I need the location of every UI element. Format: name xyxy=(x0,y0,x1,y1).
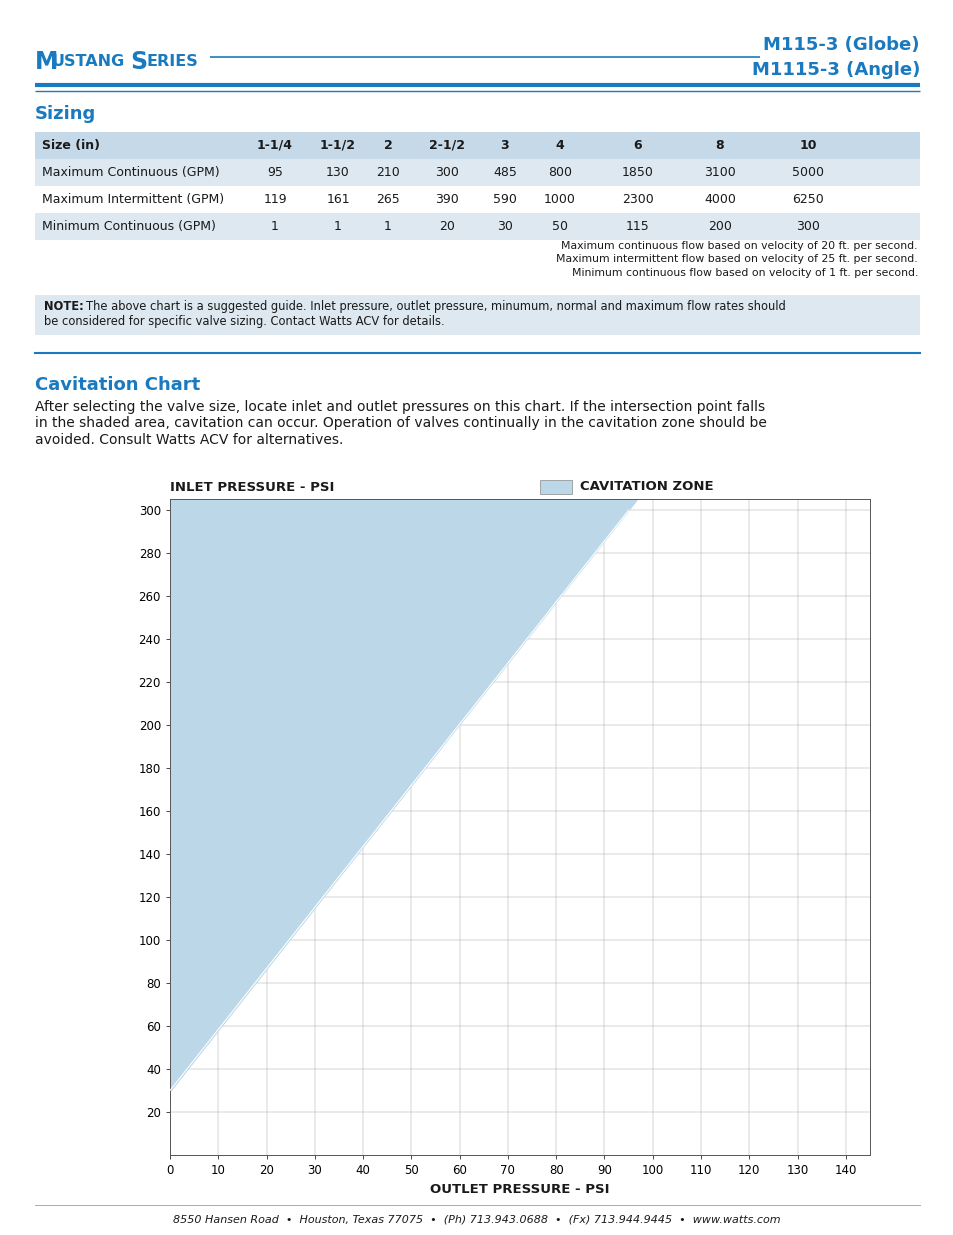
Text: 2300: 2300 xyxy=(621,193,653,206)
Text: Size (in): Size (in) xyxy=(42,140,100,152)
Text: 2: 2 xyxy=(383,140,392,152)
Text: USTANG: USTANG xyxy=(52,54,125,69)
Text: 3: 3 xyxy=(500,140,509,152)
Text: M: M xyxy=(35,49,58,74)
Text: Maximum Intermittent (GPM): Maximum Intermittent (GPM) xyxy=(42,193,224,206)
Text: 1: 1 xyxy=(334,220,341,233)
Text: Maximum intermittent flow based on velocity of 25 ft. per second.: Maximum intermittent flow based on veloc… xyxy=(556,254,917,264)
Text: M115-3 (Globe): M115-3 (Globe) xyxy=(762,36,919,54)
Text: 1000: 1000 xyxy=(543,193,576,206)
Text: 10: 10 xyxy=(799,140,816,152)
Text: CAVITATION ZONE: CAVITATION ZONE xyxy=(579,480,713,493)
Text: 265: 265 xyxy=(375,193,399,206)
Text: avoided. Consult Watts ACV for alternatives.: avoided. Consult Watts ACV for alternati… xyxy=(35,433,343,447)
Text: 5000: 5000 xyxy=(791,165,823,179)
Bar xyxy=(35,132,919,159)
Text: Maximum Continuous (GPM): Maximum Continuous (GPM) xyxy=(42,165,219,179)
Bar xyxy=(35,294,919,335)
Text: 161: 161 xyxy=(326,193,350,206)
Bar xyxy=(35,159,919,186)
Text: ERIES: ERIES xyxy=(147,54,198,69)
Text: 8: 8 xyxy=(715,140,723,152)
Text: 800: 800 xyxy=(547,165,572,179)
Text: 6250: 6250 xyxy=(791,193,823,206)
Text: 1: 1 xyxy=(384,220,392,233)
Text: 200: 200 xyxy=(707,220,731,233)
Text: Minimum continuous flow based on velocity of 1 ft. per second.: Minimum continuous flow based on velocit… xyxy=(571,268,917,278)
Text: 300: 300 xyxy=(435,165,458,179)
Text: INLET PRESSURE - PSI: INLET PRESSURE - PSI xyxy=(170,480,334,494)
Text: 8550 Hansen Road  •  Houston, Texas 77075  •  (Ph) 713.943.0688  •  (Fx) 713.944: 8550 Hansen Road • Houston, Texas 77075 … xyxy=(173,1215,780,1225)
Text: 115: 115 xyxy=(625,220,649,233)
Polygon shape xyxy=(170,499,637,1091)
Text: Cavitation Chart: Cavitation Chart xyxy=(35,375,200,394)
Text: Sizing: Sizing xyxy=(35,105,96,124)
Text: 590: 590 xyxy=(493,193,517,206)
Text: 2-1/2: 2-1/2 xyxy=(429,140,464,152)
Text: 300: 300 xyxy=(795,220,819,233)
Text: Maximum continuous flow based on velocity of 20 ft. per second.: Maximum continuous flow based on velocit… xyxy=(561,241,917,251)
Bar xyxy=(35,186,919,212)
Text: M1115-3 (Angle): M1115-3 (Angle) xyxy=(751,61,919,79)
Text: S: S xyxy=(130,49,147,74)
Text: After selecting the valve size, locate inlet and outlet pressures on this chart.: After selecting the valve size, locate i… xyxy=(35,399,764,414)
Text: Minimum Continuous (GPM): Minimum Continuous (GPM) xyxy=(42,220,215,233)
Text: 4000: 4000 xyxy=(703,193,735,206)
Text: 210: 210 xyxy=(375,165,399,179)
Text: 20: 20 xyxy=(438,220,455,233)
Bar xyxy=(35,212,919,240)
Text: 1-1/2: 1-1/2 xyxy=(319,140,355,152)
Text: in the shaded area, cavitation can occur. Operation of valves continually in the: in the shaded area, cavitation can occur… xyxy=(35,416,766,431)
Text: 1850: 1850 xyxy=(621,165,653,179)
Text: 130: 130 xyxy=(326,165,350,179)
Text: 485: 485 xyxy=(493,165,517,179)
Text: NOTE:: NOTE: xyxy=(44,300,84,312)
Text: 50: 50 xyxy=(552,220,567,233)
Text: 4: 4 xyxy=(555,140,564,152)
Text: 6: 6 xyxy=(633,140,641,152)
Text: 390: 390 xyxy=(435,193,458,206)
Text: 3100: 3100 xyxy=(703,165,735,179)
Text: 1: 1 xyxy=(271,220,278,233)
Text: 119: 119 xyxy=(263,193,287,206)
Text: 1-1/4: 1-1/4 xyxy=(256,140,293,152)
X-axis label: OUTLET PRESSURE - PSI: OUTLET PRESSURE - PSI xyxy=(430,1183,609,1195)
Text: be considered for specific valve sizing. Contact Watts ACV for details.: be considered for specific valve sizing.… xyxy=(44,315,444,329)
Bar xyxy=(539,479,572,494)
Text: 95: 95 xyxy=(267,165,283,179)
Text: The above chart is a suggested guide. Inlet pressure, outlet pressure, minumum, : The above chart is a suggested guide. In… xyxy=(86,300,785,312)
Text: 30: 30 xyxy=(497,220,513,233)
